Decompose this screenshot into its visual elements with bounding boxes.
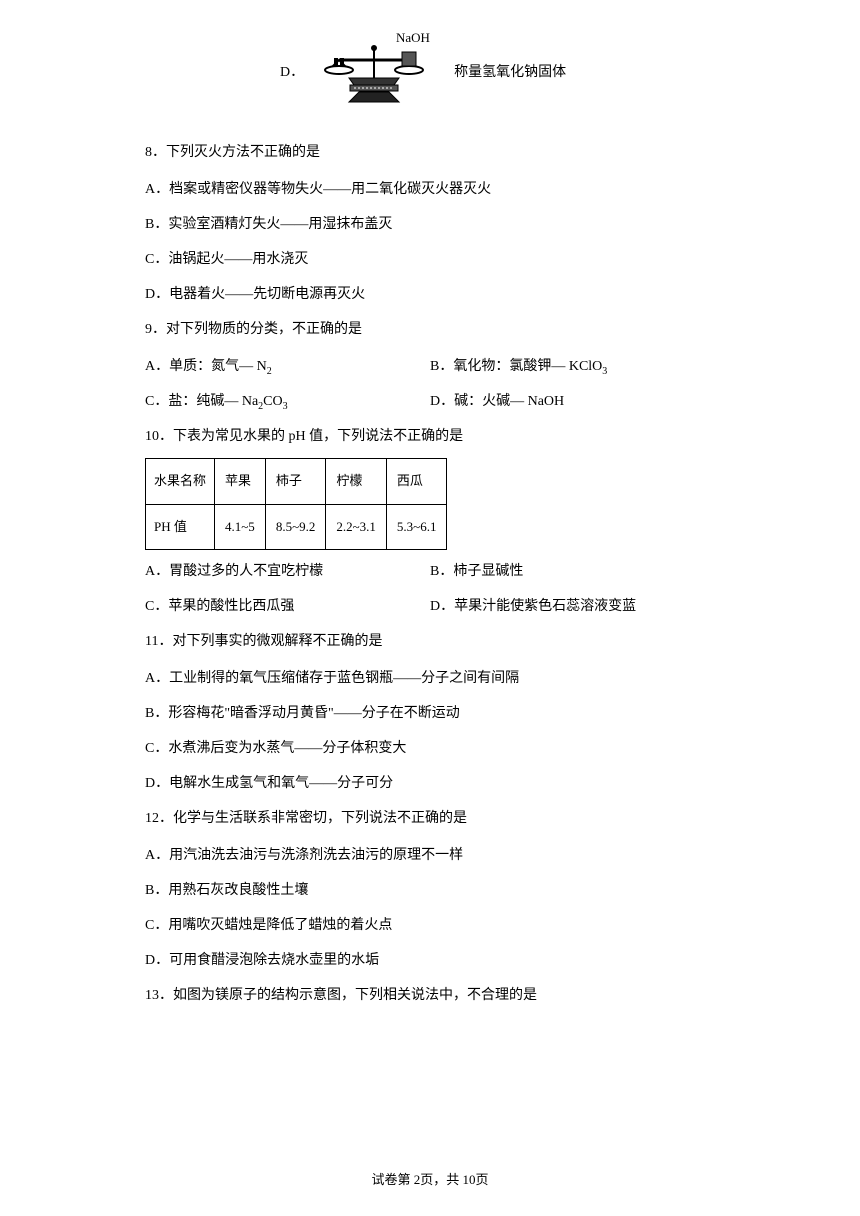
q9-C: C．盐：纯碱— Na2CO3 [145,384,430,419]
th-apple: 苹果 [215,459,266,505]
q8-B: B．实验室酒精灯失火——用湿抹布盖灭 [145,207,715,242]
q10-stem: 10．下表为常见水果的 pH 值，下列说法不正确的是 [145,419,715,454]
table-data-row: PH 值 4.1~5 8.5~9.2 2.2~3.1 5.3~6.1 [146,504,447,550]
option-d-label: D． [280,55,304,90]
table-header-row: 水果名称 苹果 柿子 柠檬 西瓜 [146,459,447,505]
q9-A: A．单质：氮气— N2 [145,349,430,384]
q10-A: A．胃酸过多的人不宜吃柠檬 [145,554,430,589]
th-watermelon: 西瓜 [386,459,447,505]
q9-A-text: A．单质：氮气— N [145,359,267,374]
td-watermelon: 5.3~6.1 [386,504,447,550]
q9-D: D．碱：火碱— NaOH [430,384,715,419]
q12-stem: 12．化学与生活联系非常密切，下列说法不正确的是 [145,801,715,836]
q12-D: D．可用食醋浸泡除去烧水壶里的水垢 [145,943,715,978]
page-footer: 试卷第 2页，共 10页 [0,1164,860,1197]
q8-D: D．电器着火——先切断电源再灭火 [145,277,715,312]
q11-B: B．形容梅花"暗香浮动月黄昏"——分子在不断运动 [145,696,715,731]
td-apple: 4.1~5 [215,504,266,550]
q10-D: D．苹果汁能使紫色石蕊溶液变蓝 [430,589,636,624]
q9-stem: 9．对下列物质的分类，不正确的是 [145,312,715,347]
q12-C: C．用嘴吹灭蜡烛是降低了蜡烛的着火点 [145,908,715,943]
naoh-text: NaOH [396,30,430,45]
fruit-ph-table: 水果名称 苹果 柿子 柠檬 西瓜 PH 值 4.1~5 8.5~9.2 2.2~… [145,458,447,550]
q10-B: B．柿子显碱性 [430,554,523,589]
q9-C-mid: CO [263,394,282,409]
q8-A: A．档案或精密仪器等物失火——用二氧化碳灭火器灭火 [145,172,715,207]
q10-row2: C．苹果的酸性比西瓜强 D．苹果汁能使紫色石蕊溶液变蓝 [145,589,715,624]
q11-D: D．电解水生成氢气和氧气——分子可分 [145,766,715,801]
td-label: PH 值 [146,504,215,550]
q9-B-text: B．氧化物：氯酸钾— KClO [430,359,602,374]
q10-row1: A．胃酸过多的人不宜吃柠檬 B．柿子显碱性 [145,554,715,589]
q8-stem: 8．下列灭火方法不正确的是 [145,135,715,170]
q9-C-sub2: 3 [283,401,288,412]
q12-A: A．用汽油洗去油污与洗涤剂洗去油污的原理不一样 [145,838,715,873]
q11-A: A．工业制得的氧气压缩储存于蓝色钢瓶——分子之间有间隔 [145,661,715,696]
q11-C: C．水煮沸后变为水蒸气——分子体积变大 [145,731,715,766]
q8-C: C．油锅起火——用水浇灭 [145,242,715,277]
td-lemon: 2.2~3.1 [326,504,387,550]
q12-B: B．用熟石灰改良酸性土壤 [145,873,715,908]
option-d-container: D． NaOH 称量氢氧化钠固体 [280,30,715,115]
q9-row2: C．盐：纯碱— Na2CO3 D．碱：火碱— NaOH [145,384,715,419]
q9-A-sub: 2 [267,366,272,377]
th-lemon: 柠檬 [326,459,387,505]
q9-B-sub: 3 [602,366,607,377]
td-persimmon: 8.5~9.2 [265,504,326,550]
th-persimmon: 柿子 [265,459,326,505]
q9-C-pre: C．盐：纯碱— Na [145,394,258,409]
q11-stem: 11．对下列事实的微观解释不正确的是 [145,624,715,659]
q9-B: B．氧化物：氯酸钾— KClO3 [430,349,715,384]
balance-scale-image: NaOH [314,30,434,115]
q9-row1: A．单质：氮气— N2 B．氧化物：氯酸钾— KClO3 [145,349,715,384]
option-d-text: 称量氢氧化钠固体 [454,55,566,90]
q10-C: C．苹果的酸性比西瓜强 [145,589,430,624]
th-name: 水果名称 [146,459,215,505]
q13-stem: 13．如图为镁原子的结构示意图，下列相关说法中，不合理的是 [145,978,715,1013]
